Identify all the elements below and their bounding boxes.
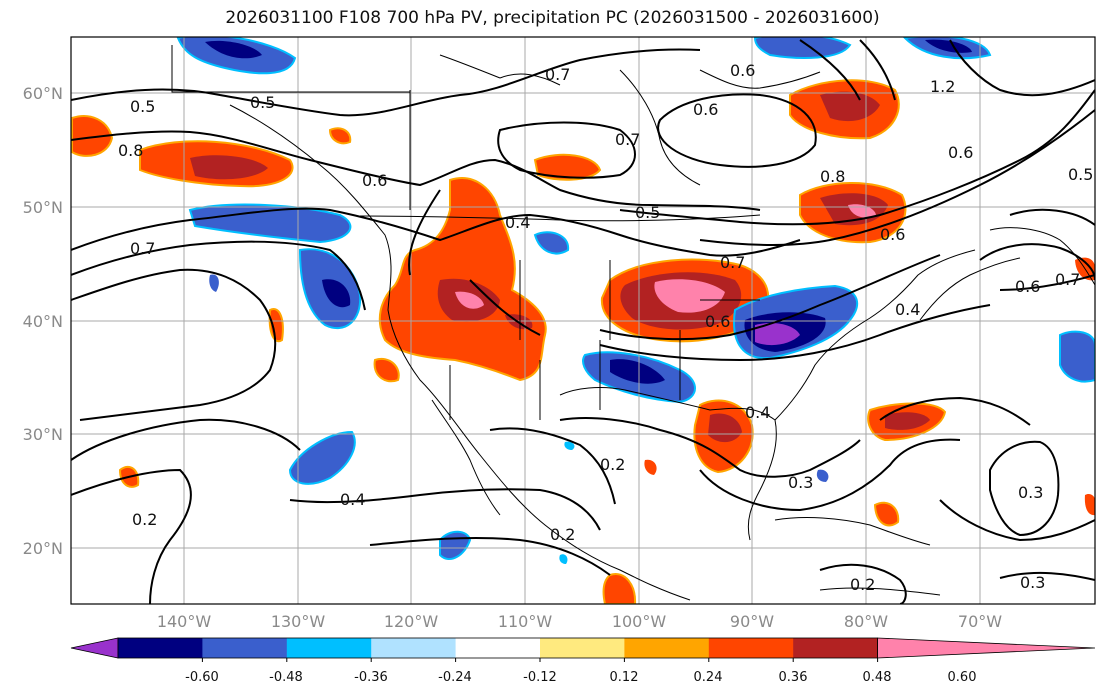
colorbar-tick-label: -0.60 — [185, 670, 219, 685]
contour-label: 0.6 — [362, 171, 387, 190]
contour-label-group: 0.5 0.5 0.8 0.6 0.7 0.4 0.7 0.6 0.7 0.5 … — [118, 61, 1093, 594]
lat-label: 20°N — [23, 539, 63, 558]
contour-label: 0.5 — [1068, 165, 1093, 184]
colorbar-segment — [286, 638, 372, 658]
contour-label: 0.2 — [600, 455, 625, 474]
colorbar-tick-label: 0.24 — [694, 670, 723, 685]
contour-label: 0.2 — [850, 575, 875, 594]
longitude-labels: 140°W 130°W 120°W 110°W 100°W 90°W 80°W … — [157, 612, 1002, 631]
contour-label: 0.4 — [745, 403, 770, 422]
lon-label: 140°W — [157, 612, 212, 631]
colorbar-tick-label: 0.60 — [948, 670, 977, 685]
contour-label: 0.5 — [250, 93, 275, 112]
lat-label: 40°N — [23, 312, 63, 331]
colorbar-segment — [455, 638, 541, 658]
colorbar-segment — [708, 638, 794, 658]
colorbar-tick-label: 0.36 — [779, 670, 808, 685]
graticule — [71, 37, 1095, 604]
contour-label: 0.6 — [1015, 277, 1040, 296]
lon-label: 80°W — [844, 612, 888, 631]
colorbar-segment — [624, 638, 710, 658]
colorbar-outline — [117, 637, 878, 659]
map-title: 2026031100 F108 700 hPa PV, precipitatio… — [225, 8, 880, 28]
latitude-labels: 60°N 50°N 40°N 30°N 20°N — [23, 84, 63, 558]
contour-label: 0.6 — [693, 100, 718, 119]
contour-label: 0.7 — [1055, 270, 1080, 289]
contour-label: 0.6 — [880, 225, 905, 244]
contour-label: 0.6 — [948, 143, 973, 162]
colorbar-tick-label: -0.12 — [523, 670, 557, 685]
lat-label: 50°N — [23, 198, 63, 217]
contour-label: 0.7 — [130, 239, 155, 258]
colorbar-segment — [540, 638, 625, 658]
colorbar-tick-label: -0.24 — [438, 670, 472, 685]
contour-label: 0.7 — [720, 253, 745, 272]
colorbar-tick-label: -0.36 — [354, 670, 388, 685]
colorbar-segment — [202, 638, 288, 658]
contour-label: 0.8 — [820, 167, 845, 186]
contour-label: 0.3 — [1018, 483, 1043, 502]
colorbar-segment — [793, 638, 879, 658]
contour-label: 1.2 — [930, 77, 955, 96]
colorbar-tick-label: 0.12 — [610, 670, 639, 685]
pv-contours — [71, 39, 1095, 604]
lon-label: 130°W — [271, 612, 326, 631]
colorbar — [70, 637, 1096, 662]
lon-label: 100°W — [612, 612, 667, 631]
contour-label: 0.2 — [550, 525, 575, 544]
contour-label: 0.3 — [1020, 573, 1045, 592]
colorbar-segment — [371, 638, 457, 658]
contour-label: 0.6 — [730, 61, 755, 80]
contour-label: 0.7 — [545, 65, 570, 84]
contour-label: 0.7 — [615, 130, 640, 149]
lon-label: 120°W — [384, 612, 439, 631]
contour-label: 0.4 — [340, 490, 365, 509]
contour-label: 0.5 — [130, 97, 155, 116]
contour-label: 0.2 — [132, 510, 157, 529]
colorbar-tick-label: 0.48 — [863, 670, 892, 685]
colorbar-segment — [118, 638, 203, 658]
contour-label: 0.6 — [705, 312, 730, 331]
contour-label: 0.3 — [788, 473, 813, 492]
colorbar-tick-label: -0.48 — [269, 670, 303, 685]
colorbar-extend-max — [877, 637, 1096, 659]
contour-label: 0.4 — [895, 300, 920, 319]
colorbar-extend-min — [70, 637, 119, 659]
lon-label: 110°W — [498, 612, 553, 631]
lat-label: 60°N — [23, 84, 63, 103]
precip-shading — [71, 37, 1095, 604]
contour-label: 0.8 — [118, 141, 143, 160]
colorbar-ticks: -0.60 -0.48 -0.36 -0.24 -0.12 0.12 0.24 … — [185, 670, 976, 685]
contour-label: 0.5 — [635, 203, 660, 222]
lat-label: 30°N — [23, 425, 63, 444]
lon-label: 70°W — [958, 612, 1002, 631]
contour-label: 0.4 — [505, 213, 530, 232]
lon-label: 90°W — [730, 612, 774, 631]
map-frame — [70, 36, 1096, 605]
